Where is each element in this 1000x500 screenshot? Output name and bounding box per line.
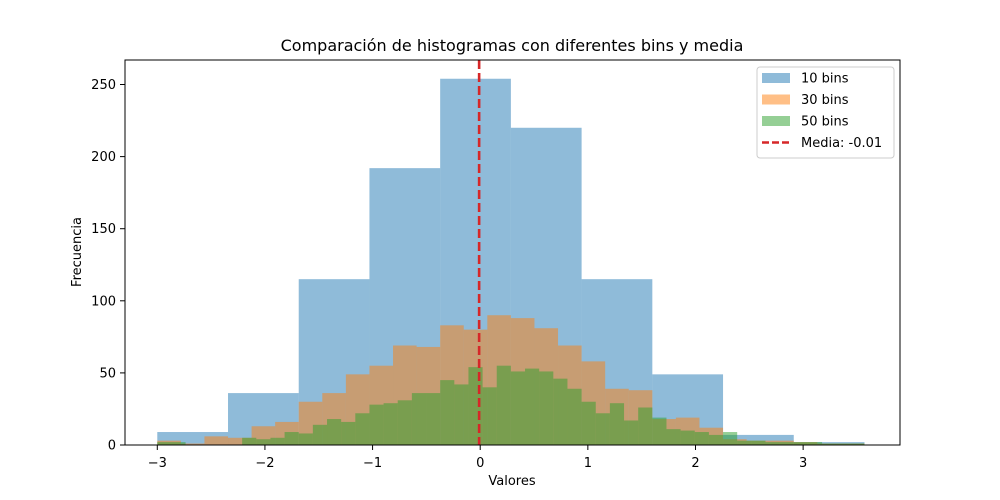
histogram-bar xyxy=(327,419,342,445)
chart-title: Comparación de histogramas con diferente… xyxy=(281,36,744,55)
histogram-bar xyxy=(567,388,582,445)
histogram-bar xyxy=(510,371,526,445)
x-axis-ticks: −3 −2 −1 0 1 2 3 xyxy=(148,445,807,471)
legend-item: 30 bins xyxy=(762,93,849,108)
histogram-bar xyxy=(765,442,780,445)
x-tick-label: −1 xyxy=(363,456,382,471)
histogram-bar xyxy=(638,407,653,445)
histogram-bar xyxy=(723,434,794,445)
y-tick-label: 0 xyxy=(108,439,116,454)
histogram-bar xyxy=(694,432,709,445)
histogram-bar xyxy=(270,437,285,445)
x-tick-label: −3 xyxy=(148,456,167,471)
legend-item: 50 bins xyxy=(762,115,849,130)
histogram-bar xyxy=(355,413,370,445)
histogram-bar xyxy=(312,424,328,445)
histogram-bar xyxy=(539,371,554,445)
legend-label: 10 bins xyxy=(801,72,849,87)
series-3-bars xyxy=(157,365,865,445)
legend-box xyxy=(756,66,895,159)
histogram-bar xyxy=(708,434,724,445)
legend-item: Media: -0.01 xyxy=(762,136,882,151)
y-tick-label: 100 xyxy=(91,294,116,309)
legend-item: 10 bins xyxy=(762,72,849,87)
legend-swatch xyxy=(762,94,790,105)
y-tick-label: 50 xyxy=(99,366,116,381)
histogram-bar xyxy=(341,421,356,445)
y-axis-ticks: 0 50 100 150 200 250 xyxy=(91,78,125,454)
histogram-bar xyxy=(666,429,681,445)
histogram-bar xyxy=(822,443,837,445)
y-tick-label: 250 xyxy=(91,78,116,93)
histogram-bar xyxy=(482,387,497,445)
histogram-bar xyxy=(850,443,865,445)
histogram-bar xyxy=(581,401,596,445)
histogram-bar xyxy=(680,430,695,445)
histogram-bar xyxy=(723,432,738,445)
histogram-bar xyxy=(793,442,808,445)
histogram-bar xyxy=(807,442,823,445)
histogram-bar xyxy=(397,400,412,445)
histogram-bar xyxy=(624,420,639,445)
x-tick-label: 1 xyxy=(584,456,592,471)
histogram-bar xyxy=(256,439,271,445)
histogram-bar xyxy=(440,380,455,445)
histogram-bar xyxy=(411,393,427,445)
histogram-bar xyxy=(284,432,299,445)
histogram-bar xyxy=(836,443,851,445)
histogram-bar xyxy=(369,404,384,445)
histogram-bar xyxy=(496,365,511,445)
x-tick-label: 3 xyxy=(799,456,807,471)
legend-label: 30 bins xyxy=(801,93,849,108)
histogram-bar xyxy=(204,436,229,445)
histogram-bar xyxy=(751,440,766,445)
histogram-bar xyxy=(426,393,441,445)
histogram-bar xyxy=(171,442,186,445)
histogram-bar xyxy=(242,437,257,445)
legend-label: 50 bins xyxy=(801,115,849,130)
histogram-bar xyxy=(595,413,610,445)
histogram-bar xyxy=(454,384,469,445)
x-tick-label: 2 xyxy=(691,456,699,471)
x-tick-label: −2 xyxy=(255,456,274,471)
histogram-bar xyxy=(468,367,483,445)
histogram-bar xyxy=(383,403,398,445)
histogram-bar xyxy=(737,440,752,445)
histogram-bar xyxy=(609,403,625,445)
histogram-bar xyxy=(779,442,794,445)
histogram-bar xyxy=(157,442,172,445)
x-tick-label: 0 xyxy=(476,456,484,471)
legend-swatch xyxy=(762,73,790,83)
legend-swatch xyxy=(762,116,790,126)
legend-label: Media: -0.01 xyxy=(801,136,882,151)
histogram-bar xyxy=(180,443,205,445)
histogram-bar xyxy=(298,433,313,445)
legend: 10 bins 30 bins 50 bins Media: -0.01 xyxy=(756,66,895,159)
y-tick-label: 150 xyxy=(91,222,116,237)
plot-frame xyxy=(124,59,901,446)
x-axis-label: Valores xyxy=(488,474,535,489)
histogram-bar xyxy=(228,437,252,445)
histogram-bar xyxy=(652,417,667,445)
y-tick-label: 200 xyxy=(91,150,116,165)
histogram-bar xyxy=(525,368,540,445)
bars-layer xyxy=(157,78,865,446)
histogram-bar xyxy=(553,378,568,445)
y-axis-label: Frecuencia xyxy=(70,217,85,287)
